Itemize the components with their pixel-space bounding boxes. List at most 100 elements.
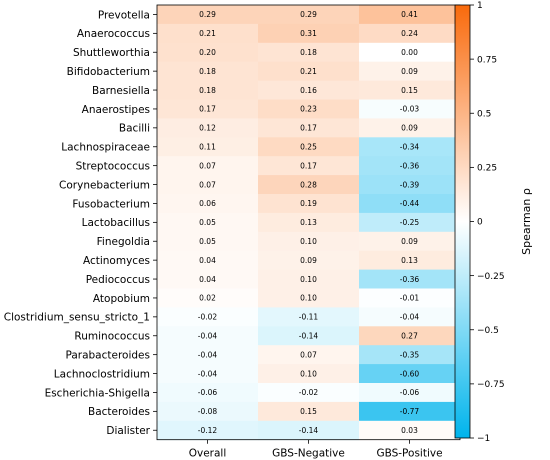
cell-value-label: 0.31 — [300, 29, 317, 38]
cell-value-label: 0.10 — [300, 294, 317, 303]
cell-value-label: 0.41 — [401, 10, 418, 19]
heatmap-cells: 0.29 0.29 0.41 0.21 0.31 0.24 0.20 0.18 0.00 0.18… — [157, 5, 461, 441]
heatmap-cell — [359, 401, 461, 422]
cell-value-label: -0.01 — [400, 294, 420, 303]
row-label: Lachnoclostridium — [54, 368, 150, 380]
heatmap-cell — [359, 61, 461, 82]
row-label: Anaerostipes — [82, 104, 150, 116]
cell-value-label: 0.21 — [199, 29, 216, 38]
cell-value-label: -0.04 — [198, 331, 218, 340]
colorbar-tick-label: 1 — [477, 1, 483, 11]
cell-value-label: 0.29 — [300, 10, 317, 19]
heatmap-cell — [157, 307, 259, 327]
cell-value-label: 0.27 — [401, 331, 418, 340]
heatmap-cell — [258, 288, 360, 308]
heatmap-cell — [157, 42, 259, 63]
heatmap-cell — [157, 118, 259, 138]
cell-value-label: -0.44 — [400, 199, 420, 208]
heatmap-cell — [258, 61, 360, 82]
heatmap-cell — [359, 42, 461, 63]
row-label: Pediococcus — [86, 274, 150, 286]
cell-value-label: 0.18 — [300, 48, 317, 57]
cell-value-label: 0.21 — [300, 67, 317, 76]
heatmap-cell — [359, 80, 461, 100]
cell-value-label: 0.02 — [199, 294, 216, 303]
row-label: Lactobacillus — [82, 217, 150, 229]
heatmap-cell — [359, 137, 461, 157]
heatmap-cell — [157, 326, 259, 346]
heatmap-cell — [359, 383, 461, 403]
cell-value-label: 0.23 — [300, 105, 317, 114]
heatmap-cell — [157, 383, 259, 403]
heatmap-cell — [258, 345, 360, 365]
heatmap-cell — [258, 156, 360, 176]
row-label: Parabacteroides — [65, 349, 150, 361]
row-label: Finegoldia — [97, 236, 150, 248]
heatmap-cell — [359, 250, 461, 271]
heatmap-cell — [157, 345, 259, 365]
colorbar-ticks: 1 0.75 0.5 0.25 0 −0.25 −0.5 −0.75 −1 — [470, 1, 505, 444]
cell-value-label: 0.17 — [300, 161, 317, 170]
cell-value-label: 0.09 — [401, 124, 418, 133]
cell-value-label: 0.28 — [300, 180, 317, 189]
cell-value-label: 0.07 — [300, 350, 317, 359]
heatmap-cell — [258, 23, 360, 44]
row-label: Prevotella — [98, 9, 150, 21]
heatmap-cell — [359, 212, 461, 233]
cell-value-label: -0.25 — [400, 218, 420, 227]
cell-value-label: -0.06 — [198, 388, 218, 397]
heatmap-cell — [359, 269, 461, 289]
heatmap-cell — [258, 212, 360, 233]
colorbar-tick-label: −0.5 — [477, 326, 499, 336]
heatmap-cell — [157, 364, 259, 384]
cell-value-label: 0.03 — [401, 426, 418, 435]
colorbar-tick-label: −0.75 — [477, 380, 505, 390]
cell-value-label: -0.39 — [400, 180, 420, 189]
heatmap-cell — [258, 269, 360, 289]
cell-value-label: -0.04 — [198, 369, 218, 378]
row-label: Escherichia-Shigella — [45, 387, 150, 399]
row-label: Fusobacterium — [72, 198, 150, 210]
row-label: Corynebacterium — [59, 179, 150, 191]
cell-value-label: -0.60 — [400, 369, 420, 378]
colorbar-tick-label: 0 — [477, 218, 483, 228]
colorbar-title: Spearman ρ — [520, 188, 533, 255]
cell-value-label: 0.00 — [401, 48, 418, 57]
heatmap-cell — [359, 420, 461, 441]
column-label: Overall — [189, 448, 227, 460]
heatmap-cell — [157, 80, 259, 100]
row-label: Dialister — [106, 425, 150, 437]
cell-value-label: 0.19 — [300, 199, 317, 208]
colorbar-gradient — [454, 4, 471, 439]
heatmap-cell — [258, 250, 360, 271]
row-label: Shuttleworthia — [73, 47, 150, 59]
column-labels: Overall GBS-Negative GBS-Positive — [189, 439, 443, 460]
heatmap-cell — [157, 23, 259, 44]
colorbar-tick-label: 0.5 — [477, 109, 491, 119]
cell-value-label: 0.10 — [300, 369, 317, 378]
row-label: Bacilli — [119, 123, 150, 135]
cell-value-label: 0.29 — [199, 10, 216, 19]
heatmap-cell — [157, 61, 259, 82]
heatmap-cell — [258, 99, 360, 119]
cell-value-label: -0.06 — [400, 388, 420, 397]
heatmap-cell — [258, 194, 360, 214]
row-labels: Prevotella Anaerococcus Shuttleworthia Bifi… — [4, 9, 157, 437]
heatmap-cell — [359, 194, 461, 214]
cell-value-label: -0.02 — [299, 388, 319, 397]
cell-value-label: -0.77 — [400, 407, 420, 416]
cell-value-label: -0.12 — [198, 426, 218, 435]
row-label: Bifidobacterium — [67, 66, 150, 78]
column-label: GBS-Negative — [272, 448, 345, 460]
cell-value-label: 0.09 — [300, 256, 317, 265]
heatmap-cell — [157, 231, 259, 252]
cell-value-label: 0.20 — [199, 48, 216, 57]
heatmap-cell — [258, 231, 360, 252]
cell-value-label: -0.34 — [400, 142, 420, 151]
heatmap-cell — [359, 23, 461, 44]
cell-value-label: 0.04 — [199, 275, 216, 284]
cell-value-label: 0.10 — [300, 275, 317, 284]
cell-value-label: 0.07 — [199, 180, 216, 189]
cell-value-label: -0.36 — [400, 275, 420, 284]
